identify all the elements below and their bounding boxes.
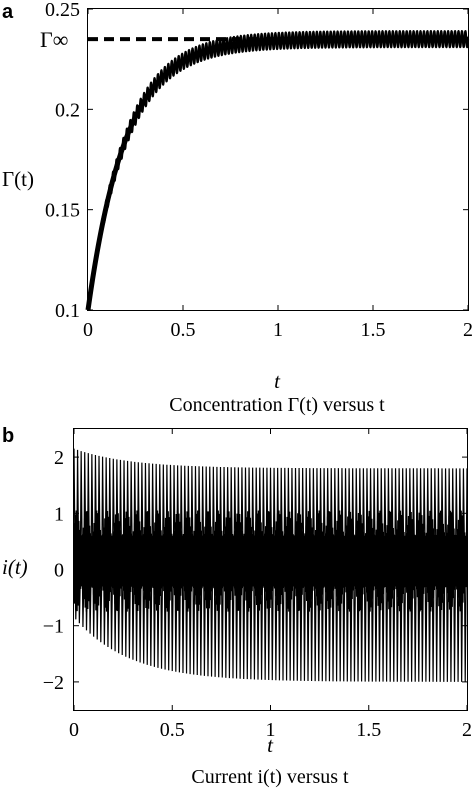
y-tick-label: 0 — [54, 560, 64, 582]
x-tick-label: 0 — [83, 319, 93, 341]
chart-b-ticks: 0 0.5 1 1.5 2 −2 −1 0 1 2 — [43, 429, 472, 741]
chart-a-frame — [87, 8, 469, 311]
x-tick-label: 2 — [463, 319, 473, 341]
x-tick-label: 0.5 — [171, 319, 196, 341]
x-tick-label: 0.5 — [160, 719, 185, 741]
x-tick-label: 1.5 — [361, 319, 386, 341]
chart-b-y-label: i(t) — [2, 555, 28, 579]
y-tick-label: 0.1 — [55, 300, 80, 322]
y-tick-label: 2 — [54, 447, 64, 469]
chart-a-x-label: t — [274, 369, 281, 393]
x-tick-label: 2 — [462, 719, 472, 741]
x-tick-label: 1 — [273, 319, 283, 341]
x-tick-label: 1 — [266, 719, 276, 741]
y-tick-label: 0.2 — [55, 99, 80, 121]
y-tick-label: 0.25 — [45, 0, 80, 21]
chart-a-y-label: Γ(t) — [2, 167, 34, 191]
chart-a-ticks: 0 0.5 1 1.5 2 0.1 0.15 0.2 0.25 — [45, 0, 473, 341]
chart-panel-a: a 0 0.5 1 1.5 2 0.1 0.15 0.2 0.25 Γ(t) t Concent… — [2, 0, 473, 416]
x-tick-label: 1.5 — [356, 719, 381, 741]
chart-a-reference-label: Γ∞ — [40, 27, 68, 52]
y-tick-label: 0.15 — [45, 200, 80, 222]
panel-a-letter: a — [2, 1, 14, 23]
series-mean-band — [85, 36, 468, 311]
chart-a-caption: Concentration Γ(t) versus t — [169, 394, 385, 416]
chart-a-plot-area — [85, 29, 470, 311]
y-tick-label: −1 — [43, 616, 64, 638]
x-tick-label: 0 — [69, 719, 79, 741]
series-dense-band — [73, 510, 468, 612]
y-tick-label: −2 — [43, 672, 64, 694]
panel-b-letter: b — [2, 425, 14, 447]
chart-b-x-label: t — [267, 733, 274, 757]
y-tick-label: 1 — [54, 503, 64, 525]
chart-b-caption: Current i(t) versus t — [191, 766, 349, 788]
chart-panel-b: b 0 0.5 1 1.5 2 −2 −1 0 1 2 i(t) t Current i(t) v… — [2, 425, 472, 788]
chart-b-plot-area — [73, 448, 468, 682]
chart-b-frame — [73, 428, 468, 711]
